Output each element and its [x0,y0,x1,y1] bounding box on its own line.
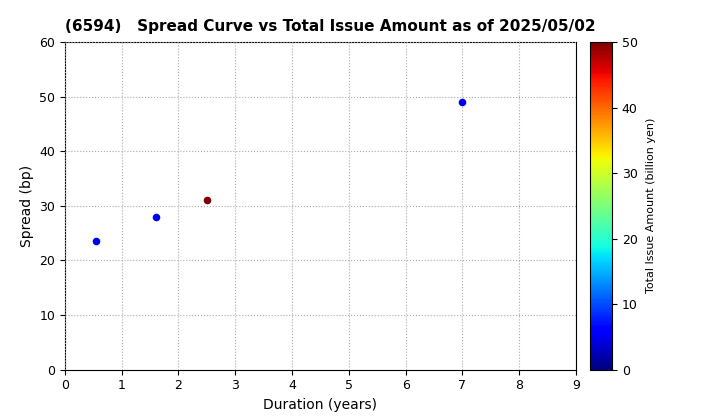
Point [201,197,212,204]
Point [150,213,161,220]
Y-axis label: Total Issue Amount (billion yen): Total Issue Amount (billion yen) [646,118,656,294]
Y-axis label: Spread (bp): Spread (bp) [19,165,34,247]
Text: (6594)   Spread Curve vs Total Issue Amount as of 2025/05/02: (6594) Spread Curve vs Total Issue Amoun… [65,19,595,34]
Point [90,238,102,244]
Point [456,99,468,105]
X-axis label: Duration (years): Duration (years) [264,398,377,412]
